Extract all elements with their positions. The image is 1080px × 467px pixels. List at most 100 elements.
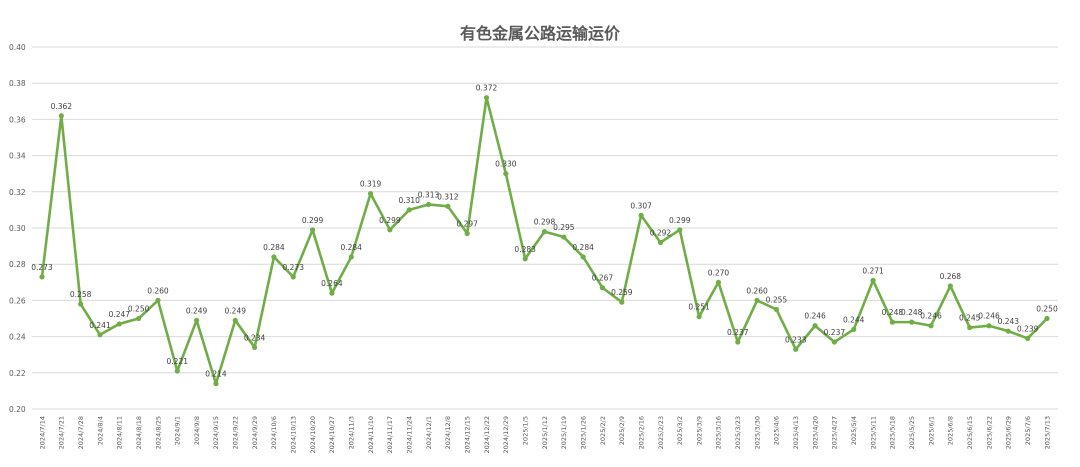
data-label: 0.251: [688, 303, 710, 312]
data-label: 0.245: [959, 314, 981, 323]
data-point: [445, 203, 451, 209]
data-label: 0.297: [456, 219, 478, 228]
y-tick-label: 0.22: [9, 369, 26, 378]
data-label: 0.273: [31, 263, 53, 272]
x-tick-label: 2024/10/20: [309, 416, 317, 453]
x-tick-label: 2024/9/8: [193, 416, 201, 445]
data-label: 0.248: [882, 308, 904, 317]
data-point: [39, 274, 45, 280]
data-label: 0.268: [940, 272, 962, 281]
x-tick-label: 2025/1/12: [541, 416, 549, 449]
data-point: [638, 212, 644, 218]
data-point: [754, 297, 760, 303]
data-label: 0.247: [109, 310, 131, 319]
data-label: 0.299: [669, 216, 691, 225]
y-tick-label: 0.36: [9, 115, 26, 124]
data-label: 0.295: [553, 223, 575, 232]
x-tick-label: 2025/4/6: [773, 416, 781, 445]
data-label: 0.271: [862, 266, 884, 275]
x-tick-label: 2024/7/14: [38, 416, 46, 449]
data-label: 0.246: [920, 312, 942, 321]
x-tick-label: 2024/12/8: [444, 416, 452, 449]
data-label: 0.307: [630, 201, 652, 210]
x-tick-label: 2024/7/21: [58, 416, 66, 449]
x-tick-label: 2025/7/6: [1024, 416, 1032, 445]
x-tick-label: 2024/8/11: [116, 416, 124, 449]
data-label: 0.310: [398, 196, 420, 205]
data-point: [213, 381, 219, 387]
data-label: 0.239: [1017, 324, 1039, 333]
x-tick-label: 2025/5/18: [889, 416, 897, 449]
data-point: [928, 323, 934, 329]
y-tick-label: 0.38: [9, 79, 26, 88]
data-point: [715, 279, 722, 285]
x-tick-label: 2024/12/1: [425, 416, 433, 449]
data-point: [367, 191, 374, 197]
data-label: 0.292: [650, 228, 672, 237]
x-tick-label: 2025/4/13: [792, 416, 800, 449]
x-tick-label: 2024/9/29: [251, 416, 259, 449]
data-label: 0.255: [766, 295, 788, 304]
data-point: [889, 319, 895, 325]
x-tick-label: 2024/8/25: [154, 416, 162, 449]
x-tick-label: 2025/3/30: [753, 416, 761, 449]
data-label: 0.312: [437, 192, 459, 201]
data-point: [812, 323, 818, 329]
x-tick-label: 2024/12/22: [483, 416, 491, 453]
data-label: 0.249: [186, 306, 208, 315]
data-label: 0.246: [804, 312, 826, 321]
data-label: 0.299: [379, 216, 401, 225]
data-point: [58, 113, 64, 119]
data-point: [483, 95, 490, 101]
y-tick-label: 0.40: [9, 43, 26, 52]
data-point: [947, 283, 953, 289]
data-label: 0.248: [901, 308, 923, 317]
data-point: [116, 321, 122, 327]
x-tick-label: 2024/10/13: [290, 416, 298, 453]
x-tick-label: 2024/11/10: [367, 416, 375, 453]
data-label: 0.260: [746, 286, 768, 295]
data-point: [348, 254, 354, 260]
data-point: [986, 323, 992, 329]
x-tick-label: 2025/2/16: [637, 416, 645, 449]
data-point: [271, 254, 277, 260]
data-label: 0.241: [89, 321, 111, 330]
x-tick-label: 2024/9/1: [174, 416, 182, 445]
data-point: [696, 314, 702, 320]
x-tick-label: 2025/4/27: [831, 416, 839, 449]
x-tick-label: 2025/4/20: [811, 416, 819, 449]
data-label: 0.214: [205, 370, 227, 379]
x-tick-label: 2025/3/2: [676, 416, 684, 445]
data-label: 0.264: [321, 279, 343, 288]
data-label: 0.284: [572, 243, 594, 252]
x-tick-label: 2025/5/11: [869, 416, 877, 449]
x-tick-label: 2025/3/16: [715, 416, 723, 449]
data-label: 0.250: [1036, 305, 1058, 314]
data-point: [831, 339, 838, 345]
data-point: [967, 324, 973, 331]
data-point: [425, 201, 432, 208]
data-point: [580, 254, 586, 260]
data-point: [851, 326, 857, 332]
data-label: 0.246: [978, 312, 1000, 321]
x-tick-label: 2025/3/23: [734, 416, 742, 449]
data-label: 0.250: [128, 305, 150, 314]
data-point: [329, 290, 335, 296]
data-label: 0.234: [244, 333, 266, 342]
x-tick-label: 2025/7/13: [1043, 416, 1051, 449]
y-tick-label: 0.26: [9, 296, 26, 305]
data-point: [522, 256, 528, 262]
x-tick-label: 2024/8/4: [96, 416, 104, 445]
data-point: [561, 234, 567, 240]
x-tick-label: 2025/2/9: [618, 416, 626, 445]
data-label: 0.283: [514, 245, 536, 254]
x-tick-label: 2025/6/8: [947, 416, 955, 445]
data-point: [78, 301, 84, 307]
data-point: [97, 332, 103, 338]
y-tick-label: 0.20: [9, 405, 26, 414]
data-point: [541, 229, 548, 235]
data-point: [503, 171, 509, 177]
data-label: 0.313: [418, 190, 440, 199]
x-tick-label: 2024/11/3: [348, 416, 356, 449]
